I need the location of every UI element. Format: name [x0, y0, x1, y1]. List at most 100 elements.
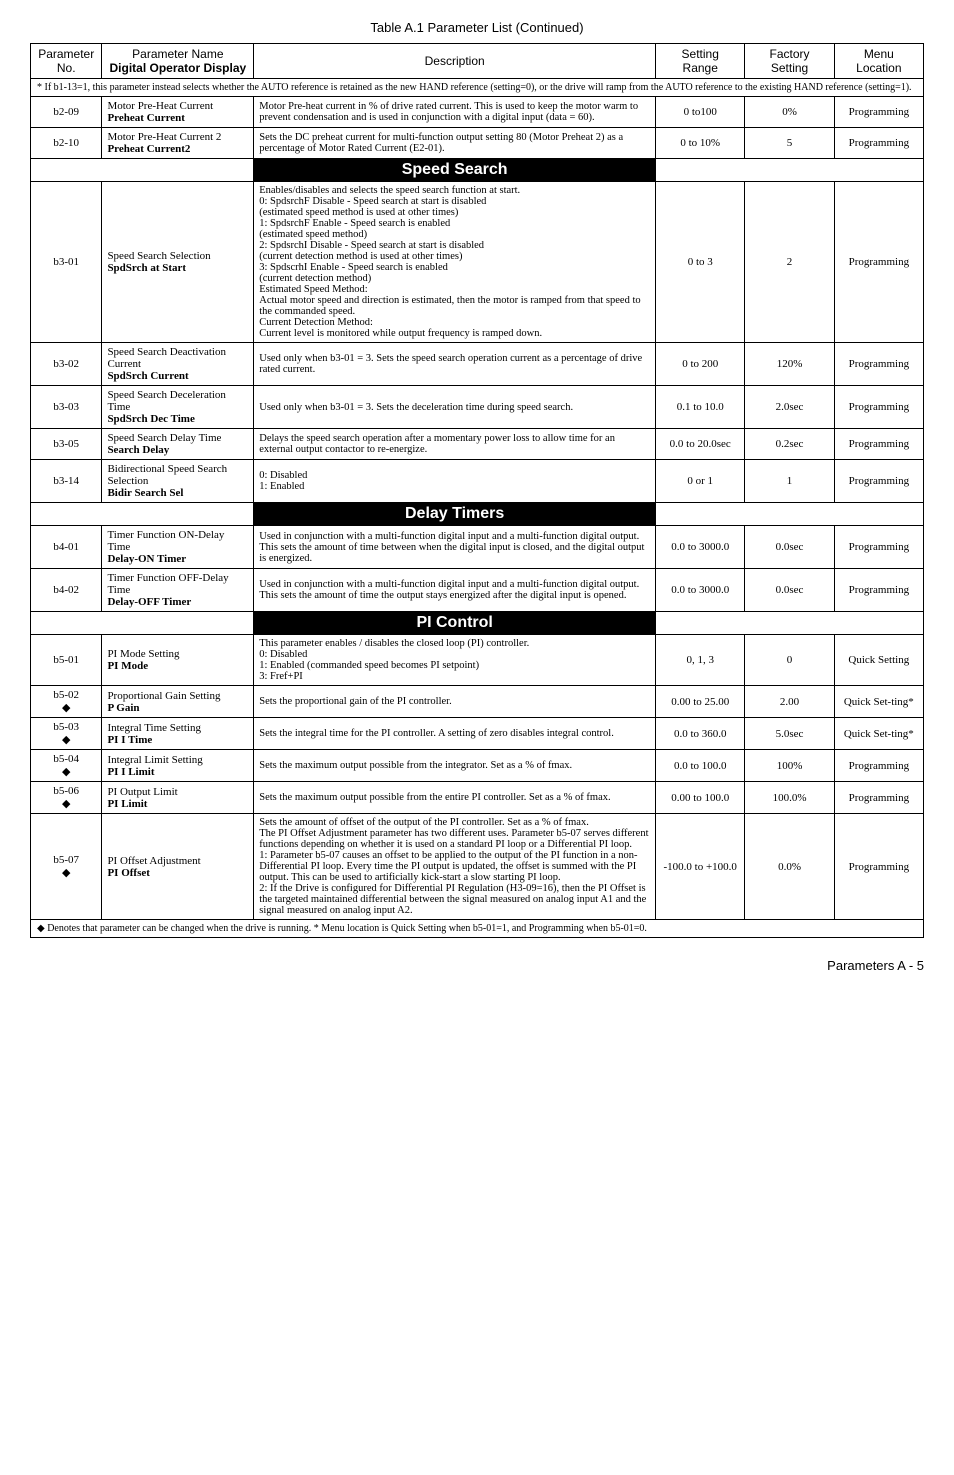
param-factory: 0% [745, 97, 834, 128]
table-row: b5-02 ◆Proportional Gain SettingP GainSe… [31, 686, 924, 718]
table-row: b5-06 ◆PI Output LimitPI LimitSets the m… [31, 782, 924, 814]
param-range: 0 to 10% [656, 128, 745, 159]
param-desc: 0: Disabled 1: Enabled [254, 460, 656, 503]
param-desc: Used only when b3-01 = 3. Sets the decel… [254, 386, 656, 429]
param-desc: Sets the integral time for the PI contro… [254, 718, 656, 750]
table-row: b2-09Motor Pre-Heat CurrentPreheat Curre… [31, 97, 924, 128]
param-name: PI Offset AdjustmentPI Offset [102, 814, 254, 920]
table-row: b4-01Timer Function ON-Delay TimeDelay-O… [31, 526, 924, 569]
section-side [656, 159, 924, 182]
param-no: b5-06 ◆ [31, 782, 102, 814]
param-desc: Sets the maximum output possible from th… [254, 782, 656, 814]
param-factory: 5.0sec [745, 718, 834, 750]
header-desc: Description [254, 44, 656, 79]
param-name: PI Output LimitPI Limit [102, 782, 254, 814]
param-name: Bidirectional Speed Search SelectionBidi… [102, 460, 254, 503]
param-range: 0.00 to 100.0 [656, 782, 745, 814]
header-menu: Menu Location [834, 44, 923, 79]
param-menu: Programming [834, 182, 923, 343]
param-no: b3-05 [31, 429, 102, 460]
table-row: b5-01PI Mode SettingPI ModeThis paramete… [31, 635, 924, 686]
param-menu: Programming [834, 460, 923, 503]
param-menu: Quick Set-ting* [834, 718, 923, 750]
param-name: Proportional Gain SettingP Gain [102, 686, 254, 718]
param-name: Speed Search SelectionSpdSrch at Start [102, 182, 254, 343]
param-desc: Sets the maximum output possible from th… [254, 750, 656, 782]
section-title: Speed Search [254, 159, 656, 182]
header-factory: Factory Setting [745, 44, 834, 79]
table-row: b5-03 ◆Integral Time SettingPI I TimeSet… [31, 718, 924, 750]
param-no: b3-01 [31, 182, 102, 343]
param-factory: 2.00 [745, 686, 834, 718]
table-row: b3-05Speed Search Delay TimeSearch Delay… [31, 429, 924, 460]
param-range: 0 to 3 [656, 182, 745, 343]
param-menu: Programming [834, 97, 923, 128]
param-menu: Programming [834, 343, 923, 386]
param-name: Speed Search Delay TimeSearch Delay [102, 429, 254, 460]
param-factory: 2 [745, 182, 834, 343]
param-factory: 0.0% [745, 814, 834, 920]
section-side [31, 503, 254, 526]
header-param: Parameter No. [31, 44, 102, 79]
param-no: b5-02 ◆ [31, 686, 102, 718]
param-factory: 1 [745, 460, 834, 503]
param-no: b3-03 [31, 386, 102, 429]
param-name: Integral Time SettingPI I Time [102, 718, 254, 750]
bottom-note: ◆ Denotes that parameter can be changed … [30, 920, 924, 938]
param-factory: 0.0sec [745, 569, 834, 612]
table-row: b3-02Speed Search Deactivation CurrentSp… [31, 343, 924, 386]
section-side [31, 612, 254, 635]
section-side [656, 503, 924, 526]
param-range: -100.0 to +100.0 [656, 814, 745, 920]
header-range: Setting Range [656, 44, 745, 79]
param-menu: Programming [834, 750, 923, 782]
table-row: b5-04 ◆Integral Limit SettingPI I LimitS… [31, 750, 924, 782]
param-desc: Sets the DC preheat current for multi-fu… [254, 128, 656, 159]
section-row: PI Control [31, 612, 924, 635]
param-desc: Delays the speed search operation after … [254, 429, 656, 460]
param-menu: Programming [834, 128, 923, 159]
param-name: Timer Function OFF-Delay TimeDelay-OFF T… [102, 569, 254, 612]
param-desc: Sets the amount of offset of the output … [254, 814, 656, 920]
param-desc: Used only when b3-01 = 3. Sets the speed… [254, 343, 656, 386]
parameter-table: Parameter No. Parameter NameDigital Oper… [30, 43, 924, 920]
param-range: 0.0 to 3000.0 [656, 526, 745, 569]
section-row: Speed Search [31, 159, 924, 182]
param-range: 0, 1, 3 [656, 635, 745, 686]
table-row: b4-02Timer Function OFF-Delay TimeDelay-… [31, 569, 924, 612]
param-no: b5-03 ◆ [31, 718, 102, 750]
param-no: b5-01 [31, 635, 102, 686]
param-no: b3-02 [31, 343, 102, 386]
param-no: b4-02 [31, 569, 102, 612]
param-menu: Quick Set-ting* [834, 686, 923, 718]
param-menu: Programming [834, 429, 923, 460]
param-factory: 5 [745, 128, 834, 159]
param-desc: This parameter enables / disables the cl… [254, 635, 656, 686]
param-name: Speed Search Deceleration TimeSpdSrch De… [102, 386, 254, 429]
param-desc: Used in conjunction with a multi-functio… [254, 526, 656, 569]
table-row: b3-14Bidirectional Speed Search Selectio… [31, 460, 924, 503]
param-factory: 100% [745, 750, 834, 782]
param-range: 0.1 to 10.0 [656, 386, 745, 429]
param-desc: Motor Pre-heat current in % of drive rat… [254, 97, 656, 128]
table-row: b5-07 ◆PI Offset AdjustmentPI OffsetSets… [31, 814, 924, 920]
param-factory: 120% [745, 343, 834, 386]
section-title: Delay Timers [254, 503, 656, 526]
param-range: 0 to100 [656, 97, 745, 128]
param-menu: Programming [834, 526, 923, 569]
table-row: b3-03Speed Search Deceleration TimeSpdSr… [31, 386, 924, 429]
param-menu: Programming [834, 386, 923, 429]
param-no: b2-09 [31, 97, 102, 128]
param-factory: 2.0sec [745, 386, 834, 429]
param-factory: 0.0sec [745, 526, 834, 569]
section-row: Delay Timers [31, 503, 924, 526]
param-range: 0 or 1 [656, 460, 745, 503]
param-range: 0.0 to 3000.0 [656, 569, 745, 612]
param-range: 0.00 to 25.00 [656, 686, 745, 718]
table-row: b3-01Speed Search SelectionSpdSrch at St… [31, 182, 924, 343]
param-name: Motor Pre-Heat CurrentPreheat Current [102, 97, 254, 128]
param-no: b5-07 ◆ [31, 814, 102, 920]
param-desc: Used in conjunction with a multi-functio… [254, 569, 656, 612]
section-title: PI Control [254, 612, 656, 635]
param-menu: Quick Setting [834, 635, 923, 686]
